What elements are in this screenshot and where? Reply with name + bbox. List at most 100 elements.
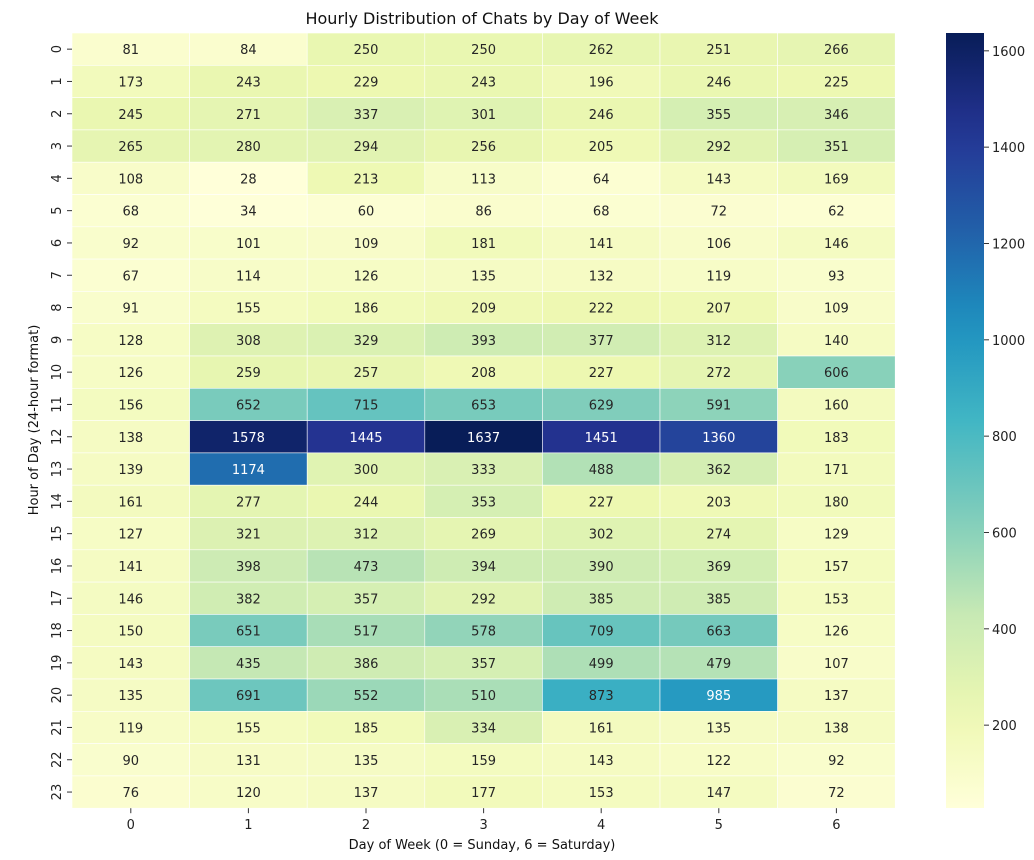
heatmap-cell xyxy=(306,65,426,98)
cell-value-label: 68 xyxy=(123,205,140,220)
cell-value-label: 177 xyxy=(471,786,496,801)
heatmap-cell xyxy=(424,129,543,163)
heatmap-cell xyxy=(71,614,190,648)
x-tick-label: 4 xyxy=(597,818,605,833)
cell-value-label: 386 xyxy=(354,657,379,672)
heatmap-cell xyxy=(659,581,778,615)
cell-value-label: 153 xyxy=(824,592,849,607)
y-tick-label: 10 xyxy=(50,364,65,381)
cell-value-label: 262 xyxy=(589,43,614,58)
cell-value-label: 60 xyxy=(358,205,375,220)
heatmap-cell xyxy=(71,646,190,680)
cell-value-label: 302 xyxy=(589,528,614,543)
cell-value-label: 510 xyxy=(471,689,496,704)
heatmap-cell xyxy=(189,614,308,648)
cell-value-label: 161 xyxy=(589,721,614,736)
heatmap-cell xyxy=(71,743,190,777)
cell-value-label: 243 xyxy=(236,75,261,90)
cell-value-label: 250 xyxy=(354,43,379,58)
heatmap-cell xyxy=(306,97,426,131)
colorbar-tick-label: 1200 xyxy=(992,237,1025,252)
cell-value-label: 245 xyxy=(118,108,143,123)
cell-value-label: 28 xyxy=(240,172,257,187)
cell-value-label: 1451 xyxy=(585,431,618,446)
cell-value-label: 709 xyxy=(589,625,614,640)
cell-value-label: 147 xyxy=(706,786,731,801)
cell-value-label: 369 xyxy=(706,560,731,575)
y-tick-label: 7 xyxy=(50,271,65,279)
heatmap-cell xyxy=(71,581,190,615)
heatmap-cell xyxy=(71,226,190,260)
cell-value-label: 334 xyxy=(471,721,496,736)
heatmap-cell xyxy=(306,291,426,324)
cell-value-label: 473 xyxy=(354,560,379,575)
cell-value-label: 113 xyxy=(471,172,496,187)
colorbar-tick-label: 1600 xyxy=(992,45,1025,60)
heatmap-cell xyxy=(659,226,778,260)
cell-value-label: 208 xyxy=(471,366,496,381)
heatmap-cell xyxy=(542,517,661,551)
heatmap-cell xyxy=(659,646,778,680)
heatmap-cell xyxy=(189,97,308,131)
x-tick-label: 3 xyxy=(479,818,487,833)
y-tick-label: 20 xyxy=(50,687,65,704)
heatmap-cell xyxy=(424,549,543,583)
heatmap-cell xyxy=(71,452,190,486)
cell-value-label: 126 xyxy=(354,269,379,284)
y-tick-label: 9 xyxy=(50,336,65,344)
colorbar-ticks: 200 400 600 800 1000 1200 1400 1600 xyxy=(984,45,1025,734)
cell-value-label: 244 xyxy=(354,495,379,510)
heatmap-cell xyxy=(306,161,426,195)
heatmap-cell xyxy=(71,710,190,744)
cell-value-label: 131 xyxy=(236,754,261,769)
heatmap-cell xyxy=(306,614,426,648)
cell-value-label: 266 xyxy=(824,43,849,58)
y-tick-label: 3 xyxy=(50,142,65,150)
cell-value-label: 663 xyxy=(706,625,731,640)
heatmap-cell xyxy=(777,355,896,389)
cell-value-label: 159 xyxy=(471,754,496,769)
heatmap-cell xyxy=(659,775,778,809)
heatmap-cell xyxy=(306,420,426,454)
heatmap-cell xyxy=(189,710,308,744)
heatmap-cell xyxy=(189,743,308,777)
y-tick-label: 2 xyxy=(50,110,65,118)
heatmap-cell xyxy=(542,194,661,228)
heatmap-cell xyxy=(71,161,190,195)
cell-value-label: 155 xyxy=(236,302,261,317)
cell-value-label: 227 xyxy=(589,366,614,381)
cell-value-label: 357 xyxy=(354,592,379,607)
cell-value-label: 222 xyxy=(589,302,614,317)
heatmap-cell xyxy=(659,387,778,421)
heatmap-cell xyxy=(777,614,896,648)
heatmap-cell xyxy=(777,420,896,454)
y-tick-label: 14 xyxy=(50,493,65,510)
heatmap-cell xyxy=(424,387,543,421)
cell-value-label: 143 xyxy=(118,657,143,672)
cell-value-label: 606 xyxy=(824,366,849,381)
heatmap-cell xyxy=(306,678,426,712)
heatmap-cell xyxy=(542,258,661,292)
heatmap-cell xyxy=(542,452,661,486)
heatmap-cell xyxy=(542,484,661,518)
cell-value-label: 135 xyxy=(118,689,143,704)
cell-value-label: 138 xyxy=(824,721,849,736)
heatmap-cell xyxy=(777,226,896,260)
heatmap-cell xyxy=(189,775,308,809)
cell-value-label: 143 xyxy=(589,754,614,769)
cell-value-label: 377 xyxy=(589,334,614,349)
cell-value-label: 225 xyxy=(824,75,849,90)
cell-value-label: 127 xyxy=(118,528,143,543)
heatmap-cell xyxy=(659,678,778,712)
y-tick-label: 19 xyxy=(50,655,65,672)
cell-value-label: 346 xyxy=(824,108,849,123)
heatmap-cell xyxy=(542,291,661,324)
cell-value-label: 108 xyxy=(118,172,143,187)
cell-value-label: 93 xyxy=(828,269,845,284)
cell-value-label: 81 xyxy=(123,43,140,58)
heatmap-cell xyxy=(424,194,543,228)
cell-value-label: 90 xyxy=(123,754,140,769)
heatmap-cell xyxy=(306,710,426,744)
colorbar-tick-label: 1000 xyxy=(992,334,1025,349)
